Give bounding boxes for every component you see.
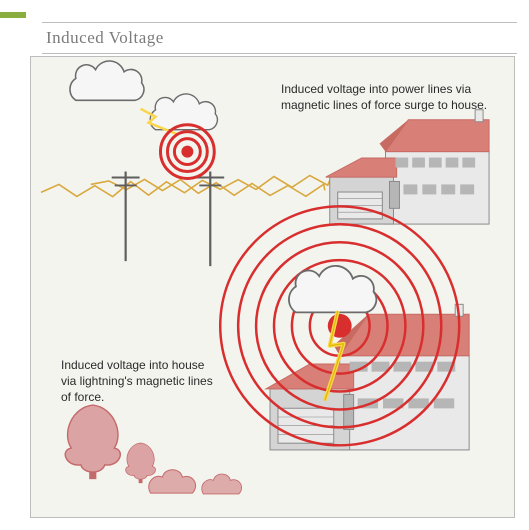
diagram-panel: Induced voltage into power lines via mag… bbox=[30, 56, 515, 518]
caption-top: Induced voltage into power lines via mag… bbox=[281, 81, 501, 113]
diagram-svg bbox=[31, 57, 514, 517]
caption-bottom: Induced voltage into house via lightning… bbox=[61, 357, 221, 406]
accent-bar bbox=[0, 12, 26, 18]
page-title: Induced Voltage bbox=[46, 28, 164, 47]
title-bar: Induced Voltage bbox=[42, 22, 517, 54]
